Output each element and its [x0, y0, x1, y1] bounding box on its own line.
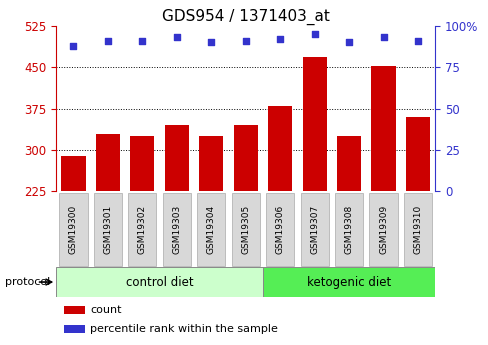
Bar: [61, 156, 85, 191]
Text: protocol: protocol: [5, 277, 50, 287]
Point: [173, 35, 181, 40]
Bar: [405, 117, 429, 191]
FancyBboxPatch shape: [265, 193, 294, 266]
Point: [242, 38, 249, 43]
Point: [379, 35, 386, 40]
Text: GSM19302: GSM19302: [138, 205, 146, 254]
Bar: [371, 66, 395, 191]
Text: GSM19308: GSM19308: [344, 205, 353, 254]
Bar: [130, 136, 154, 191]
Bar: [96, 134, 120, 191]
Bar: [233, 125, 257, 191]
Point: [69, 43, 77, 49]
FancyBboxPatch shape: [403, 193, 431, 266]
Text: GSM19304: GSM19304: [206, 205, 215, 254]
Text: GSM19310: GSM19310: [413, 205, 422, 254]
Text: ketogenic diet: ketogenic diet: [306, 276, 390, 288]
Bar: [164, 125, 188, 191]
FancyBboxPatch shape: [231, 193, 259, 266]
Text: GSM19303: GSM19303: [172, 205, 181, 254]
Text: GSM19301: GSM19301: [103, 205, 112, 254]
FancyBboxPatch shape: [368, 193, 397, 266]
Text: percentile rank within the sample: percentile rank within the sample: [90, 324, 278, 334]
Text: count: count: [90, 305, 122, 315]
Title: GDS954 / 1371403_at: GDS954 / 1371403_at: [162, 8, 329, 24]
Point: [138, 38, 146, 43]
Point: [207, 40, 215, 45]
FancyBboxPatch shape: [56, 267, 263, 297]
Point: [276, 36, 284, 42]
Bar: [336, 136, 361, 191]
FancyBboxPatch shape: [197, 193, 225, 266]
FancyBboxPatch shape: [128, 193, 156, 266]
Point: [104, 38, 112, 43]
Text: GSM19309: GSM19309: [378, 205, 387, 254]
Bar: [63, 325, 84, 334]
Bar: [63, 306, 84, 314]
FancyBboxPatch shape: [59, 193, 87, 266]
FancyBboxPatch shape: [263, 267, 434, 297]
FancyBboxPatch shape: [334, 193, 363, 266]
Text: GSM19305: GSM19305: [241, 205, 250, 254]
Text: control diet: control diet: [125, 276, 193, 288]
FancyBboxPatch shape: [94, 193, 122, 266]
Bar: [267, 106, 292, 191]
Text: GSM19300: GSM19300: [69, 205, 78, 254]
Point: [413, 38, 421, 43]
Text: GSM19307: GSM19307: [309, 205, 319, 254]
FancyBboxPatch shape: [163, 193, 190, 266]
Point: [345, 40, 352, 45]
Point: [310, 31, 318, 37]
Bar: [199, 136, 223, 191]
FancyBboxPatch shape: [300, 193, 328, 266]
Text: GSM19306: GSM19306: [275, 205, 284, 254]
Bar: [302, 57, 326, 191]
